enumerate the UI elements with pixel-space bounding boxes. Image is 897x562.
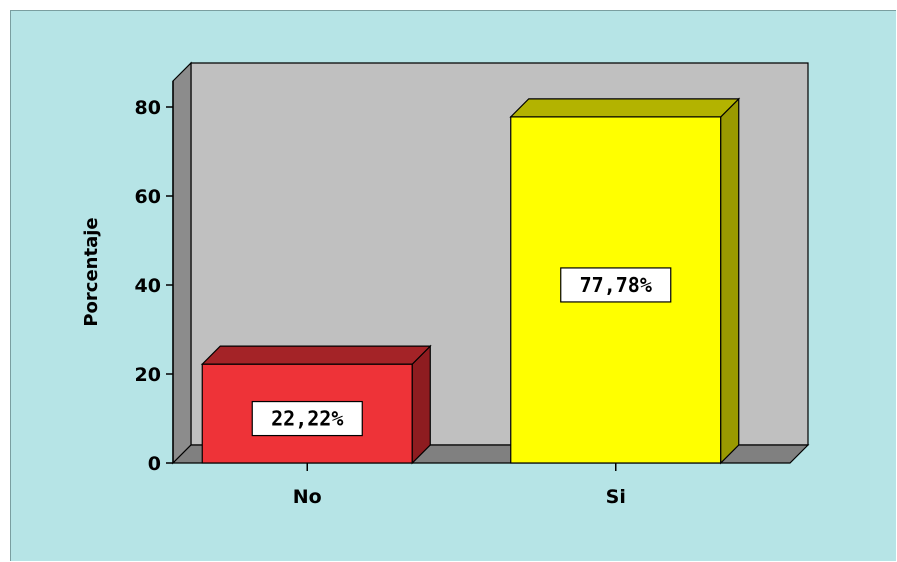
y-tick-label: 80: [135, 97, 161, 119]
data-label-box: [560, 267, 672, 303]
y-tick-label: 0: [148, 453, 161, 475]
y-tick-label: 20: [135, 364, 161, 386]
data-label: 77,78%: [580, 273, 652, 297]
bar-top-si: [509, 98, 741, 118]
y-axis-label: Porcentaje: [81, 217, 102, 326]
y-tick-label: 60: [135, 186, 161, 208]
labels: No 22,22% Si 77,78%: [251, 267, 672, 508]
y-tick-label: 40: [135, 275, 161, 297]
bar-side-si: [720, 97, 740, 465]
bar-side-no: [411, 344, 431, 465]
bar-top-no: [200, 345, 432, 365]
data-label: 22,22%: [271, 407, 343, 431]
side-wall: [172, 61, 192, 465]
y-axis: 0 20 40 60 80: [135, 81, 174, 475]
x-tick-label: No: [293, 486, 322, 508]
x-tick-label: Si: [606, 486, 626, 508]
data-label-box: [251, 400, 363, 437]
